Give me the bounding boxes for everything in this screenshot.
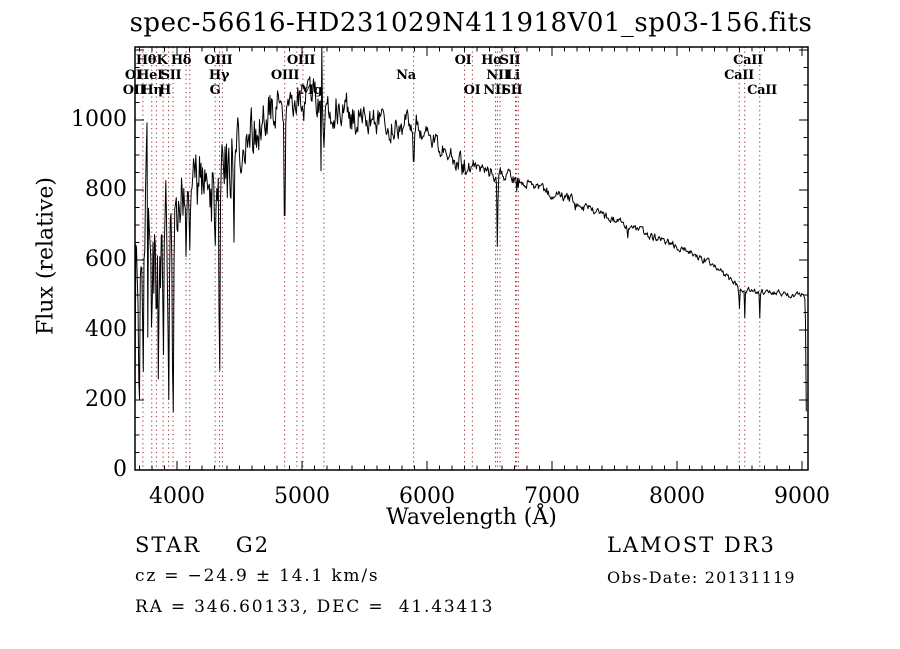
classification-label: STAR G2 [135, 533, 271, 557]
y-tick-label: 0 [113, 457, 127, 482]
x-tick-label: 8000 [649, 484, 705, 509]
survey-release-label: LAMOST DR3 [607, 533, 776, 557]
spectrum-flux-curve [134, 46, 807, 414]
spectral-line-label: Mg [299, 83, 323, 98]
spectral-line-label: OII [122, 83, 146, 98]
spectral-line-label: Na [396, 68, 416, 83]
y-axis-title: Flux (relative) [33, 176, 59, 336]
spectral-line-label: SII [501, 83, 523, 98]
spectral-line-label: HeI [137, 68, 163, 83]
spectral-line-label: Li [506, 68, 520, 83]
x-tick-label: 9000 [774, 484, 830, 509]
spectral-line-label: Hα [481, 53, 503, 68]
x-tick-label: 5000 [274, 484, 330, 509]
x-tick-label: 4000 [149, 484, 205, 509]
plot-frame [134, 46, 809, 471]
ra-dec-label: RA = 346.60133, DEC = 41.43413 [135, 597, 495, 617]
spectral-line-label: OI [463, 83, 481, 98]
spectral-line-label: SII [160, 68, 182, 83]
x-tick-label: 6000 [399, 484, 455, 509]
spectral-line-label: CaII [747, 83, 777, 98]
spectral-line-label: H [159, 83, 171, 98]
spectral-line-label: K [156, 53, 168, 68]
spectral-line-label: CaII [724, 68, 754, 83]
spectral-line-label: Hη [141, 83, 163, 98]
spectral-line-label: NII [483, 83, 507, 98]
y-tick-label: 400 [85, 317, 127, 342]
spectral-line-label: OIII [270, 68, 300, 83]
spectral-line-label: Hθ [135, 53, 157, 68]
plot-title: spec-56616-HD231029N411918V01_sp03-156.f… [129, 8, 813, 38]
spectral-line-label: CaII [733, 53, 763, 68]
spectral-line-label: Hγ [208, 68, 230, 83]
spectral-line-label: Hδ [170, 53, 192, 68]
spectral-line-label: SII [499, 53, 521, 68]
y-tick-label: 200 [85, 387, 127, 412]
cz-velocity-label: cz = −24.9 ± 14.1 km/s [135, 566, 380, 586]
spectral-line-label: OIII [286, 53, 316, 68]
y-tick-label: 1000 [71, 107, 127, 132]
y-tick-label: 600 [85, 247, 127, 272]
x-axis-title: Wavelength (Å) [386, 505, 557, 530]
x-tick-label: 7000 [524, 484, 580, 509]
spectral-line-label: OI [454, 53, 472, 68]
spectral-line-label: NII [486, 68, 510, 83]
spectral-line-label: OIII [204, 53, 233, 68]
spectral-line-label: OI [124, 68, 142, 83]
y-tick-label: 800 [85, 177, 127, 202]
spectral-line-label: G [209, 83, 221, 98]
obs-date-label: Obs-Date: 20131119 [607, 568, 796, 587]
